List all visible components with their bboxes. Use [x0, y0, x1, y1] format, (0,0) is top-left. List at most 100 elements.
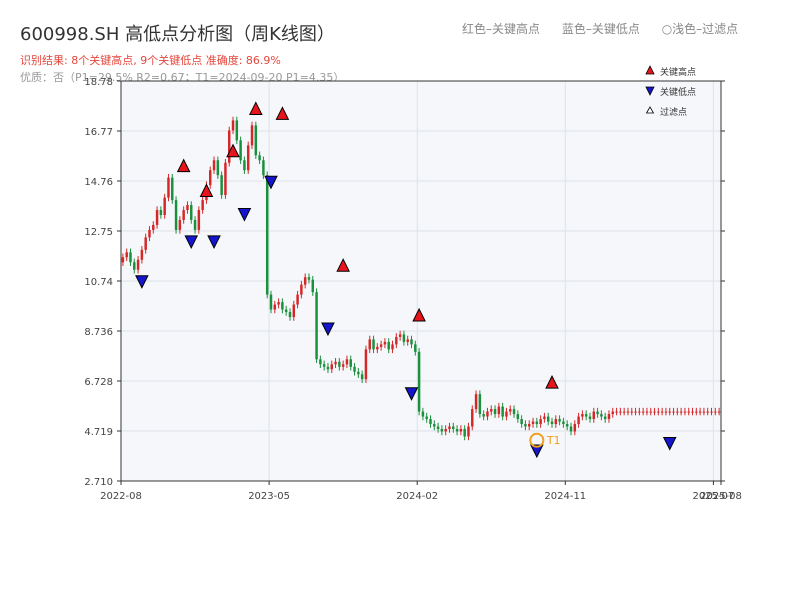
marker-legend: 关键高点 关键低点 过滤点: [645, 65, 696, 118]
candle-body: [638, 411, 641, 413]
key-high-marker: [199, 183, 214, 198]
candle-body: [209, 170, 212, 186]
candle-body: [425, 416, 428, 420]
candle-body: [482, 414, 485, 417]
candle-body: [634, 411, 637, 413]
candle-body: [520, 419, 523, 425]
candle-body: [452, 426, 455, 429]
candle-body: [288, 312, 292, 318]
candle-body: [649, 411, 652, 413]
key-low-marker: [321, 322, 335, 337]
candle-body: [360, 374, 364, 380]
x-tick-label: 2024-11: [544, 491, 586, 502]
candle-body: [573, 424, 577, 432]
candle-body: [535, 421, 539, 425]
candle-body: [300, 284, 303, 295]
high-marker-legend-icon: [645, 65, 655, 75]
candle-body: [178, 219, 182, 230]
candle-body: [322, 364, 326, 367]
candle-body: [239, 140, 242, 161]
candle-body: [691, 411, 694, 413]
y-tick-label: 4.719: [84, 427, 113, 438]
candle-body: [493, 409, 497, 415]
candle-body: [410, 339, 413, 345]
candle-body: [262, 160, 265, 176]
candle-body: [706, 411, 709, 413]
candle-body: [664, 411, 668, 413]
candle-body: [171, 177, 174, 201]
candle-body: [543, 416, 546, 420]
axes: [120, 80, 722, 482]
candle-body: [641, 411, 645, 413]
key-high-marker: [226, 143, 240, 158]
candle-body: [558, 419, 561, 422]
candle-body: [152, 224, 155, 230]
key-low-marker: [135, 275, 149, 289]
x-tick-label: 2025-08: [700, 491, 742, 502]
candle-body: [596, 411, 599, 415]
candle-body: [269, 294, 273, 310]
candle-body: [235, 120, 239, 141]
candle-body: [683, 411, 687, 413]
y-tick-label: 8.736: [84, 327, 113, 338]
candle-body: [398, 334, 402, 337]
candle-body: [474, 394, 478, 410]
legend-filtered: ○浅色–过滤点: [661, 22, 739, 36]
candle-body: [433, 424, 436, 427]
candle-body: [577, 416, 580, 425]
candle-body: [341, 364, 345, 367]
key-high-marker: [176, 158, 191, 173]
y-tick-label: 16.77: [84, 127, 113, 138]
candle-body: [626, 411, 630, 413]
candle-body: [505, 411, 508, 417]
candle-body: [292, 304, 296, 318]
key-low-marker: [184, 235, 199, 250]
key-high-marker: [336, 258, 350, 272]
candle-body: [562, 421, 565, 425]
key-low-marker: [404, 387, 419, 401]
candle-body: [679, 411, 683, 413]
candle-body: [588, 416, 592, 420]
candle-body: [379, 344, 383, 347]
candle-body: [258, 155, 261, 161]
key-high-marker: [412, 307, 426, 322]
candle-body: [486, 411, 489, 417]
candle-body: [698, 411, 702, 413]
candle-body: [311, 279, 315, 293]
key-high-marker: [545, 375, 559, 389]
candle-body: [463, 428, 466, 437]
candle-body: [273, 304, 277, 310]
candle-body: [490, 409, 493, 412]
t1-circle-marker: [529, 432, 545, 448]
candle-body: [676, 411, 679, 413]
color-legend: 红色–关键高点 蓝色–关键低点 ○浅色–过滤点: [462, 20, 756, 37]
candle-body: [186, 205, 189, 211]
candle-body: [695, 411, 698, 413]
candle-body: [539, 419, 542, 425]
result-summary: 识别结果: 8个关键高点, 9个关键低点 准确度: 86.9%: [20, 54, 281, 67]
candle-body: [619, 411, 622, 413]
candle-body: [702, 411, 706, 413]
legend-low-label: 关键低点: [660, 86, 696, 98]
candle-body: [376, 346, 379, 350]
candle-body: [246, 145, 250, 171]
candle-body: [277, 302, 280, 305]
candle-body: [581, 414, 584, 417]
candle-body: [265, 175, 269, 295]
candle-body: [657, 411, 660, 413]
candle-body: [368, 339, 371, 350]
candle-body: [467, 426, 470, 437]
candle-body: [121, 257, 125, 263]
candle-body: [193, 219, 197, 230]
x-tick-label: 2024-02: [396, 491, 438, 502]
candle-body: [417, 351, 421, 412]
candle-body: [668, 411, 671, 413]
candle-body: [364, 349, 368, 380]
candle-body: [220, 175, 223, 196]
candle-body: [167, 177, 170, 198]
candle-body: [197, 210, 201, 230]
candle-body: [710, 411, 713, 413]
candle-body: [315, 292, 318, 360]
candle-body: [155, 210, 159, 225]
candle-body: [387, 341, 390, 350]
